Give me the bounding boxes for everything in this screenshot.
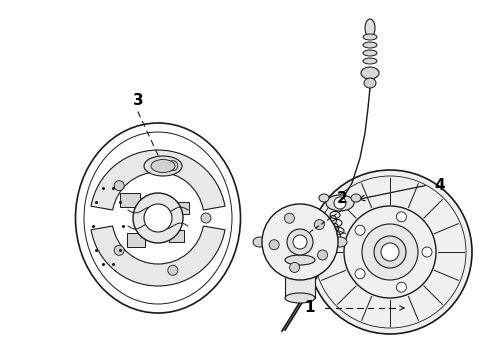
Text: 3: 3 — [133, 93, 143, 108]
Wedge shape — [91, 150, 225, 210]
Circle shape — [284, 213, 294, 223]
Circle shape — [355, 225, 365, 235]
Text: 2: 2 — [337, 190, 347, 206]
Circle shape — [262, 204, 338, 280]
Circle shape — [396, 212, 406, 222]
Circle shape — [168, 265, 178, 275]
Circle shape — [293, 235, 307, 249]
Ellipse shape — [285, 255, 315, 265]
Circle shape — [318, 250, 327, 260]
Ellipse shape — [363, 58, 377, 64]
Circle shape — [144, 204, 172, 232]
Wedge shape — [91, 226, 225, 286]
Ellipse shape — [253, 237, 267, 247]
Ellipse shape — [363, 34, 377, 40]
Text: 1: 1 — [305, 301, 315, 315]
Circle shape — [114, 245, 124, 255]
Circle shape — [396, 282, 406, 292]
Circle shape — [114, 181, 124, 191]
Circle shape — [381, 243, 399, 261]
Bar — [285, 260, 315, 298]
Circle shape — [290, 262, 299, 273]
Ellipse shape — [351, 194, 361, 202]
Circle shape — [334, 197, 346, 209]
Ellipse shape — [363, 50, 377, 56]
Circle shape — [308, 170, 472, 334]
Circle shape — [344, 206, 436, 298]
Bar — [120, 193, 140, 207]
Circle shape — [168, 161, 178, 171]
Ellipse shape — [75, 123, 241, 313]
Bar — [127, 233, 145, 247]
Ellipse shape — [285, 293, 315, 303]
Bar — [169, 230, 183, 242]
Ellipse shape — [364, 78, 376, 88]
Ellipse shape — [144, 156, 182, 176]
Circle shape — [133, 193, 183, 243]
Ellipse shape — [365, 19, 375, 37]
Ellipse shape — [333, 237, 347, 247]
Ellipse shape — [326, 195, 354, 211]
Circle shape — [201, 213, 211, 223]
Circle shape — [374, 236, 406, 268]
Circle shape — [362, 224, 418, 280]
Circle shape — [287, 229, 313, 255]
Circle shape — [269, 240, 279, 250]
Ellipse shape — [363, 42, 377, 48]
Ellipse shape — [319, 194, 329, 202]
Circle shape — [422, 247, 432, 257]
Text: 4: 4 — [435, 177, 445, 193]
Ellipse shape — [361, 67, 379, 79]
Circle shape — [355, 269, 365, 279]
Ellipse shape — [151, 159, 175, 172]
Bar — [171, 202, 189, 214]
Ellipse shape — [84, 132, 232, 304]
Circle shape — [314, 220, 324, 230]
